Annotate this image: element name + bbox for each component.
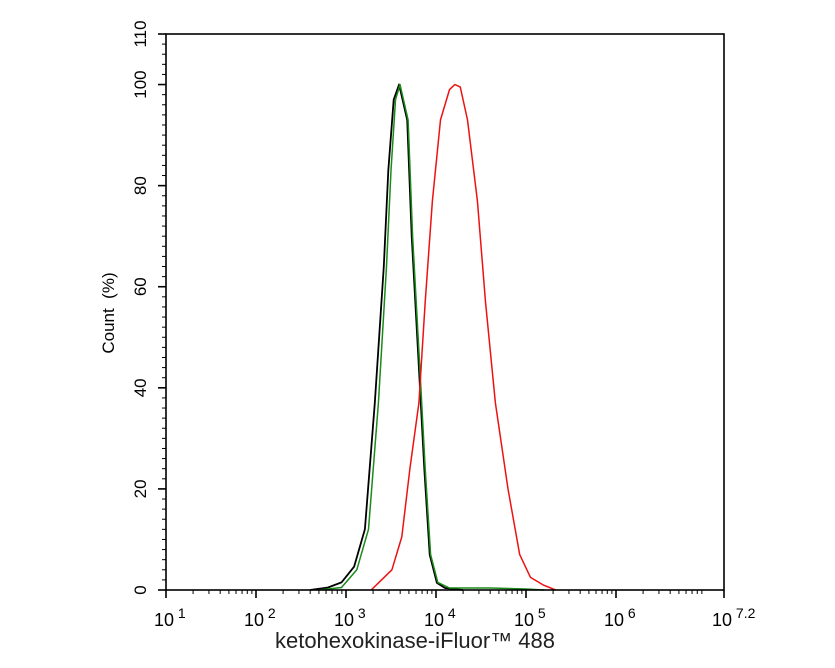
x-tick-label: 10 4 bbox=[424, 605, 456, 630]
y-tick-label: 20 bbox=[131, 479, 150, 498]
plot-frame bbox=[165, 33, 725, 591]
series-line-1 bbox=[318, 83, 545, 591]
x-tick-label: 10 1 bbox=[154, 605, 186, 630]
y-tick-label: 110 bbox=[131, 20, 150, 47]
y-axis-label: Count (%) bbox=[99, 272, 118, 353]
y-axis: 0 20 40 60 80 100 110 bbox=[131, 20, 166, 595]
x-axis-label: ketohexokinase-iFluor™ 488 bbox=[275, 628, 555, 653]
y-tick-label: 40 bbox=[131, 378, 150, 397]
y-tick-label: 80 bbox=[131, 176, 150, 195]
x-tick-label: 10 6 bbox=[604, 605, 636, 630]
x-axis: 10 1 10 2 10 3 10 4 10 5 10 6 10 7.2 bbox=[154, 590, 756, 630]
x-tick-label: 10 3 bbox=[334, 605, 366, 630]
series-line-2 bbox=[370, 83, 556, 591]
x-tick-label: 10 2 bbox=[244, 605, 276, 630]
x-tick-label: 10 7.2 bbox=[712, 605, 756, 630]
series-line-0 bbox=[309, 83, 464, 591]
series-group bbox=[309, 83, 556, 591]
x-tick-label: 10 5 bbox=[514, 605, 546, 630]
y-tick-label: 60 bbox=[131, 277, 150, 296]
y-tick-label: 100 bbox=[131, 70, 150, 98]
y-tick-label: 0 bbox=[131, 585, 150, 594]
